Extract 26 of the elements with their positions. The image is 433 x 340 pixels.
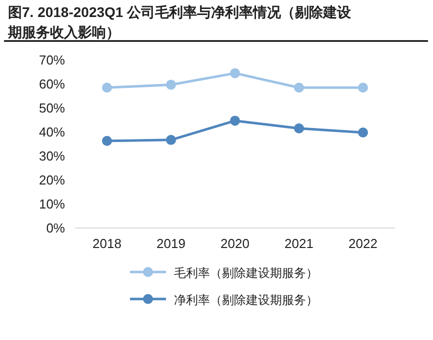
y-tick-label: 50% — [38, 100, 66, 116]
x-tick-label: 2020 — [220, 236, 250, 251]
y-tick-label: 0% — [46, 220, 66, 236]
y-tick-label: 60% — [38, 76, 66, 92]
point — [358, 127, 368, 138]
point — [166, 80, 176, 90]
point — [230, 68, 240, 78]
point — [294, 82, 304, 93]
title: 图7. 2018-2023Q1 公司毛利率与净利率情况（剔除建设期服务收入影响） — [8, 4, 352, 40]
point — [102, 82, 112, 93]
legend-label: 毛利率（剔除建设期服务） — [174, 266, 318, 280]
x-tick-label: 2021 — [284, 236, 314, 251]
x-tick-label: 2019 — [156, 236, 186, 251]
point — [358, 82, 368, 93]
point — [230, 116, 240, 126]
y-tick-label: 70% — [38, 52, 66, 68]
y-tick-label: 40% — [38, 124, 66, 140]
y-tick-label: 10% — [38, 196, 66, 212]
y-tick-label: 20% — [38, 172, 66, 188]
point — [294, 123, 304, 134]
point — [102, 136, 112, 146]
point — [166, 134, 176, 145]
legend-label: 净利率（剔除建设期服务） — [174, 293, 318, 307]
y-tick-label: 30% — [38, 148, 66, 164]
x-tick-label: 2018 — [92, 236, 122, 251]
x-tick-label: 2022 — [348, 236, 378, 251]
